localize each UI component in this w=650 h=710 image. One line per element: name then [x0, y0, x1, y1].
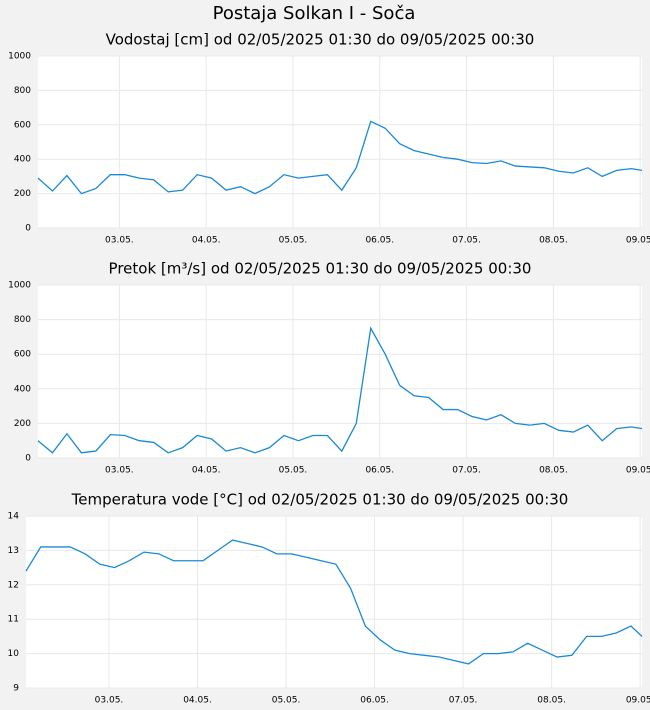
y-tick-label: 12 — [8, 580, 19, 590]
x-tick-label: 09.05. — [626, 236, 650, 246]
y-tick-label: 800 — [14, 315, 31, 325]
chart-title: Vodostaj [cm] od 02/05/2025 01:30 do 09/… — [106, 31, 535, 49]
y-tick-label: 400 — [14, 384, 31, 394]
y-tick-label: 600 — [14, 350, 31, 360]
x-tick-label: 04.05. — [192, 466, 221, 476]
y-tick-label: 200 — [14, 189, 31, 199]
y-tick-label: 9 — [13, 684, 19, 694]
y-tick-label: 11 — [8, 615, 19, 625]
x-tick-label: 06.05. — [360, 696, 389, 706]
y-tick-label: 600 — [14, 120, 31, 130]
x-tick-label: 05.05. — [272, 696, 301, 706]
data-line — [25, 539, 643, 665]
y-tick-label: 13 — [8, 546, 19, 556]
x-tick-label: 06.05. — [365, 466, 394, 476]
plot-area — [26, 516, 642, 688]
x-tick-label: 05.05. — [279, 466, 308, 476]
chart-title: Pretok [m³/s] od 02/05/2025 01:30 do 09/… — [109, 260, 532, 278]
x-tick-label: 03.05. — [105, 466, 134, 476]
y-tick-label: 10 — [8, 649, 20, 659]
x-tick-label: 03.05. — [105, 236, 134, 246]
chart-title: Temperatura vode [°C] od 02/05/2025 01:3… — [71, 491, 569, 509]
x-tick-label: 08.05. — [537, 696, 566, 706]
x-tick-label: 04.05. — [183, 696, 212, 706]
y-tick-label: 800 — [14, 86, 31, 96]
y-tick-label: 0 — [25, 454, 31, 464]
x-tick-label: 03.05. — [95, 696, 124, 706]
plot-area — [38, 56, 642, 228]
x-tick-label: 07.05. — [452, 236, 481, 246]
data-line — [37, 326, 643, 454]
data-line — [37, 120, 643, 195]
y-tick-label: 200 — [14, 419, 31, 429]
y-tick-label: 0 — [25, 224, 31, 234]
x-tick-label: 05.05. — [279, 236, 308, 246]
y-tick-label: 1000 — [8, 281, 31, 291]
x-tick-label: 08.05. — [539, 466, 568, 476]
x-tick-label: 06.05. — [365, 236, 394, 246]
x-tick-label: 09.05. — [626, 466, 650, 476]
y-tick-label: 1000 — [8, 52, 31, 62]
y-tick-label: 400 — [14, 155, 31, 165]
x-tick-label: 04.05. — [192, 236, 221, 246]
x-tick-label: 09.05. — [626, 696, 650, 706]
plot-area — [38, 285, 642, 458]
x-tick-label: 08.05. — [539, 236, 568, 246]
x-tick-label: 07.05. — [449, 696, 478, 706]
x-tick-label: 07.05. — [452, 466, 481, 476]
y-tick-label: 14 — [8, 512, 20, 522]
page-title: Postaja Solkan I - Soča — [213, 3, 416, 24]
